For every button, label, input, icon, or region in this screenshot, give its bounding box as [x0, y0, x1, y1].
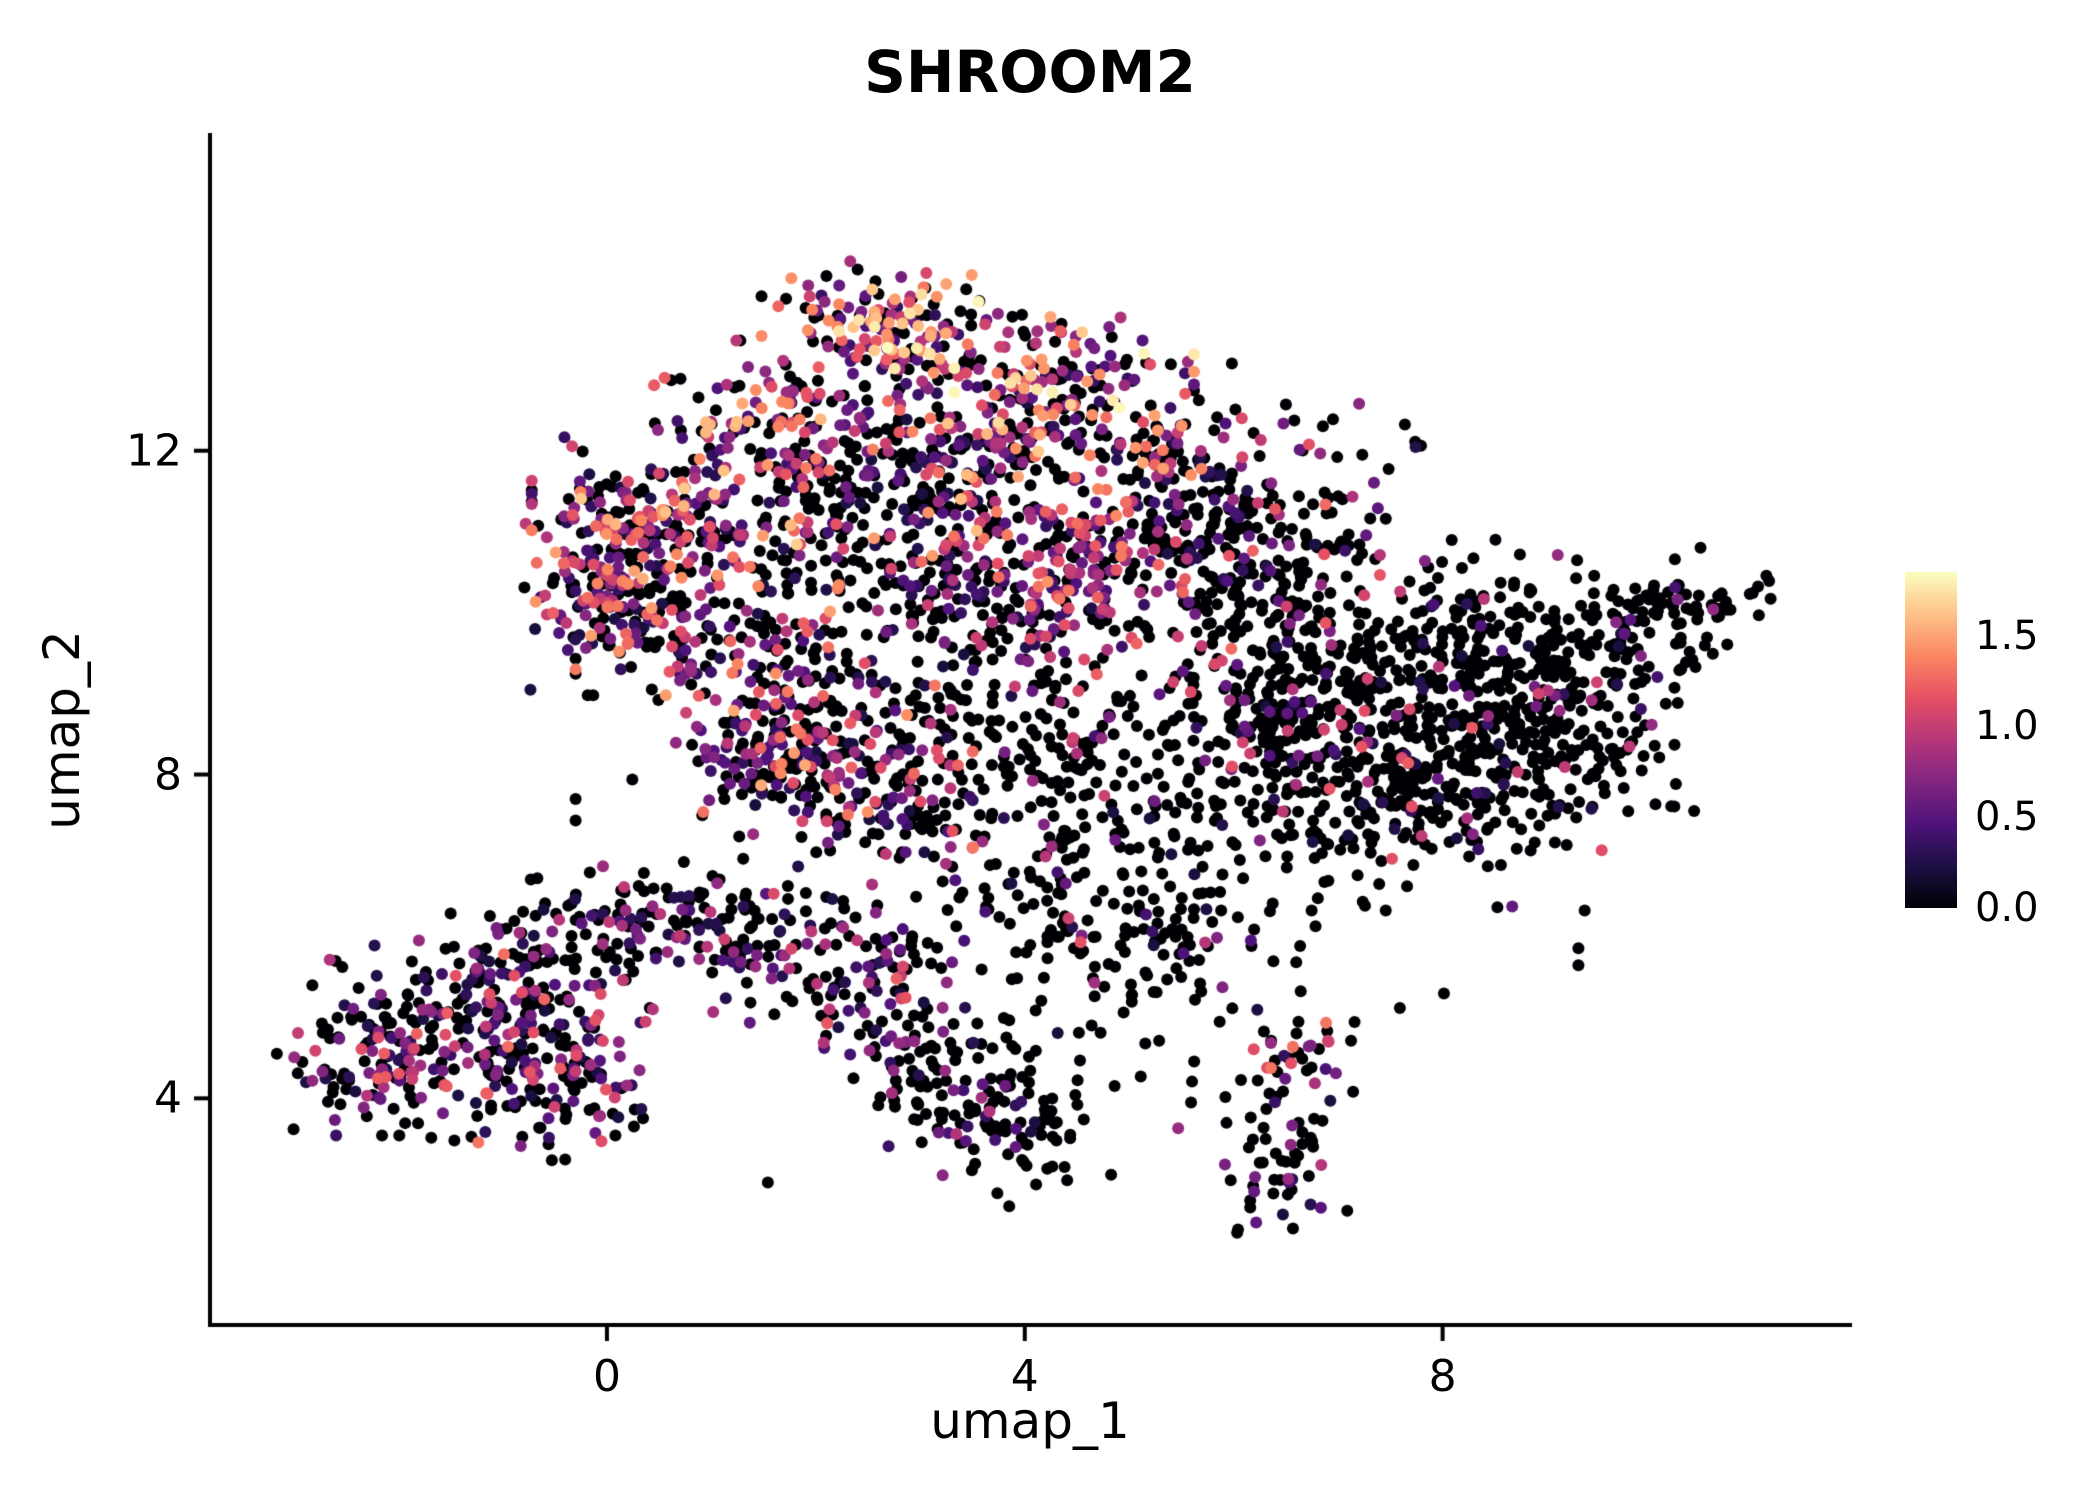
x-axis-title: umap_1	[930, 1392, 1130, 1450]
x-tick-label: 4	[1010, 1351, 1039, 1402]
chart-title: SHROOM2	[864, 38, 1196, 106]
colorbar-tick-label: 0.0	[1975, 885, 2039, 931]
y-tick-label: 8	[154, 749, 182, 801]
colorbar-tick-label: 0.5	[1975, 794, 2039, 841]
y-tick-label: 4	[154, 1072, 182, 1124]
x-tick-label: 0	[592, 1351, 621, 1402]
x-tick-label: 8	[1428, 1351, 1457, 1402]
colorbar-tick-label: 1.0	[1975, 703, 2039, 750]
colorbar-tick-label: 1.5	[1975, 612, 2039, 659]
y-axis-title: umap_2	[33, 630, 91, 830]
y-tick-label: 12	[126, 425, 182, 477]
expression-colorbar	[1905, 572, 1957, 908]
